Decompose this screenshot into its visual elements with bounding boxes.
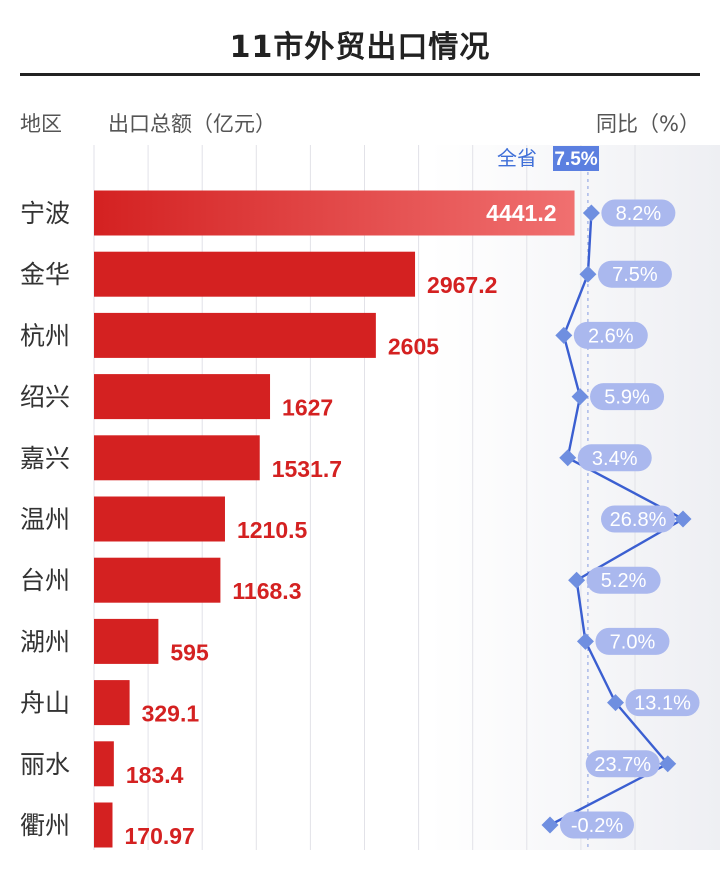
yoy-label: 5.9%	[604, 387, 650, 409]
value-label: 4441.2	[486, 200, 556, 226]
bar	[94, 374, 271, 420]
yoy-marker	[571, 388, 589, 406]
bar	[94, 496, 225, 542]
header-export-total: 出口总额（亿元）	[108, 112, 276, 136]
category-label: 温州	[20, 505, 70, 534]
category-label: 湖州	[20, 627, 70, 656]
yoy-pill	[560, 811, 634, 839]
category-label: 衢州	[20, 811, 70, 840]
bar	[94, 680, 130, 726]
yoy-label: 8.2%	[616, 203, 662, 225]
category-label: 绍兴	[20, 383, 70, 412]
yoy-pill	[597, 260, 672, 288]
category-label: 台州	[20, 566, 70, 595]
value-label: 329.1	[142, 701, 200, 727]
value-label: 170.97	[124, 823, 194, 849]
yoy-label: 5.2%	[601, 570, 647, 592]
bar	[94, 251, 416, 297]
yoy-pill	[625, 689, 700, 717]
yoy-marker	[607, 694, 625, 712]
yoy-pill	[601, 199, 676, 227]
value-label: 1168.3	[232, 578, 301, 604]
category-label: 丽水	[20, 750, 70, 779]
yoy-marker	[555, 326, 573, 344]
bar	[94, 190, 575, 236]
yoy-label: 3.4%	[592, 448, 638, 470]
bar	[94, 741, 114, 787]
yoy-label: 7.5%	[612, 264, 658, 286]
yoy-label: 7.0%	[610, 631, 656, 653]
yoy-label: 2.6%	[588, 325, 634, 347]
yoy-marker	[674, 510, 692, 528]
yoy-pill	[590, 383, 665, 411]
province-badge	[553, 146, 599, 171]
plot-shade	[430, 145, 720, 850]
yoy-label: 13.1%	[634, 693, 691, 715]
bar	[94, 557, 221, 603]
yoy-pill	[573, 321, 648, 349]
value-label: 1627	[282, 395, 333, 421]
category-label: 金华	[20, 260, 70, 289]
value-label: 595	[170, 639, 209, 665]
category-label: 杭州	[20, 321, 70, 350]
category-label: 宁波	[20, 199, 70, 228]
bar	[94, 435, 260, 481]
yoy-label: 26.8%	[610, 509, 667, 531]
yoy-marker	[559, 449, 577, 467]
header-yoy: 同比（%）	[596, 112, 700, 136]
yoy-pill	[585, 750, 660, 778]
yoy-label: -0.2%	[571, 815, 623, 837]
yoy-pill	[586, 566, 661, 594]
yoy-pill	[595, 627, 670, 655]
value-label: 2967.2	[427, 272, 497, 298]
chart-title: 11市外贸出口情况	[229, 30, 491, 65]
bar	[94, 618, 159, 664]
header-region: 地区	[20, 112, 62, 136]
category-label: 嘉兴	[20, 444, 70, 473]
yoy-marker	[582, 204, 600, 222]
value-label: 1531.7	[272, 456, 342, 482]
category-label: 舟山	[20, 689, 70, 718]
yoy-marker	[576, 632, 594, 650]
yoy-pill	[601, 505, 675, 533]
yoy-pill	[577, 444, 652, 472]
yoy-label: 23.7%	[594, 754, 651, 776]
yoy-marker	[579, 265, 597, 283]
value-label: 1210.5	[237, 517, 308, 543]
value-label: 2605	[388, 333, 439, 359]
yoy-marker	[659, 755, 677, 773]
title-divider	[20, 73, 700, 76]
province-value: 7.5%	[554, 149, 597, 170]
bar	[94, 312, 376, 358]
bar	[94, 802, 113, 848]
value-label: 183.4	[126, 762, 184, 788]
yoy-marker	[568, 571, 586, 589]
yoy-marker	[541, 816, 559, 834]
province-label: 全省	[497, 146, 537, 170]
